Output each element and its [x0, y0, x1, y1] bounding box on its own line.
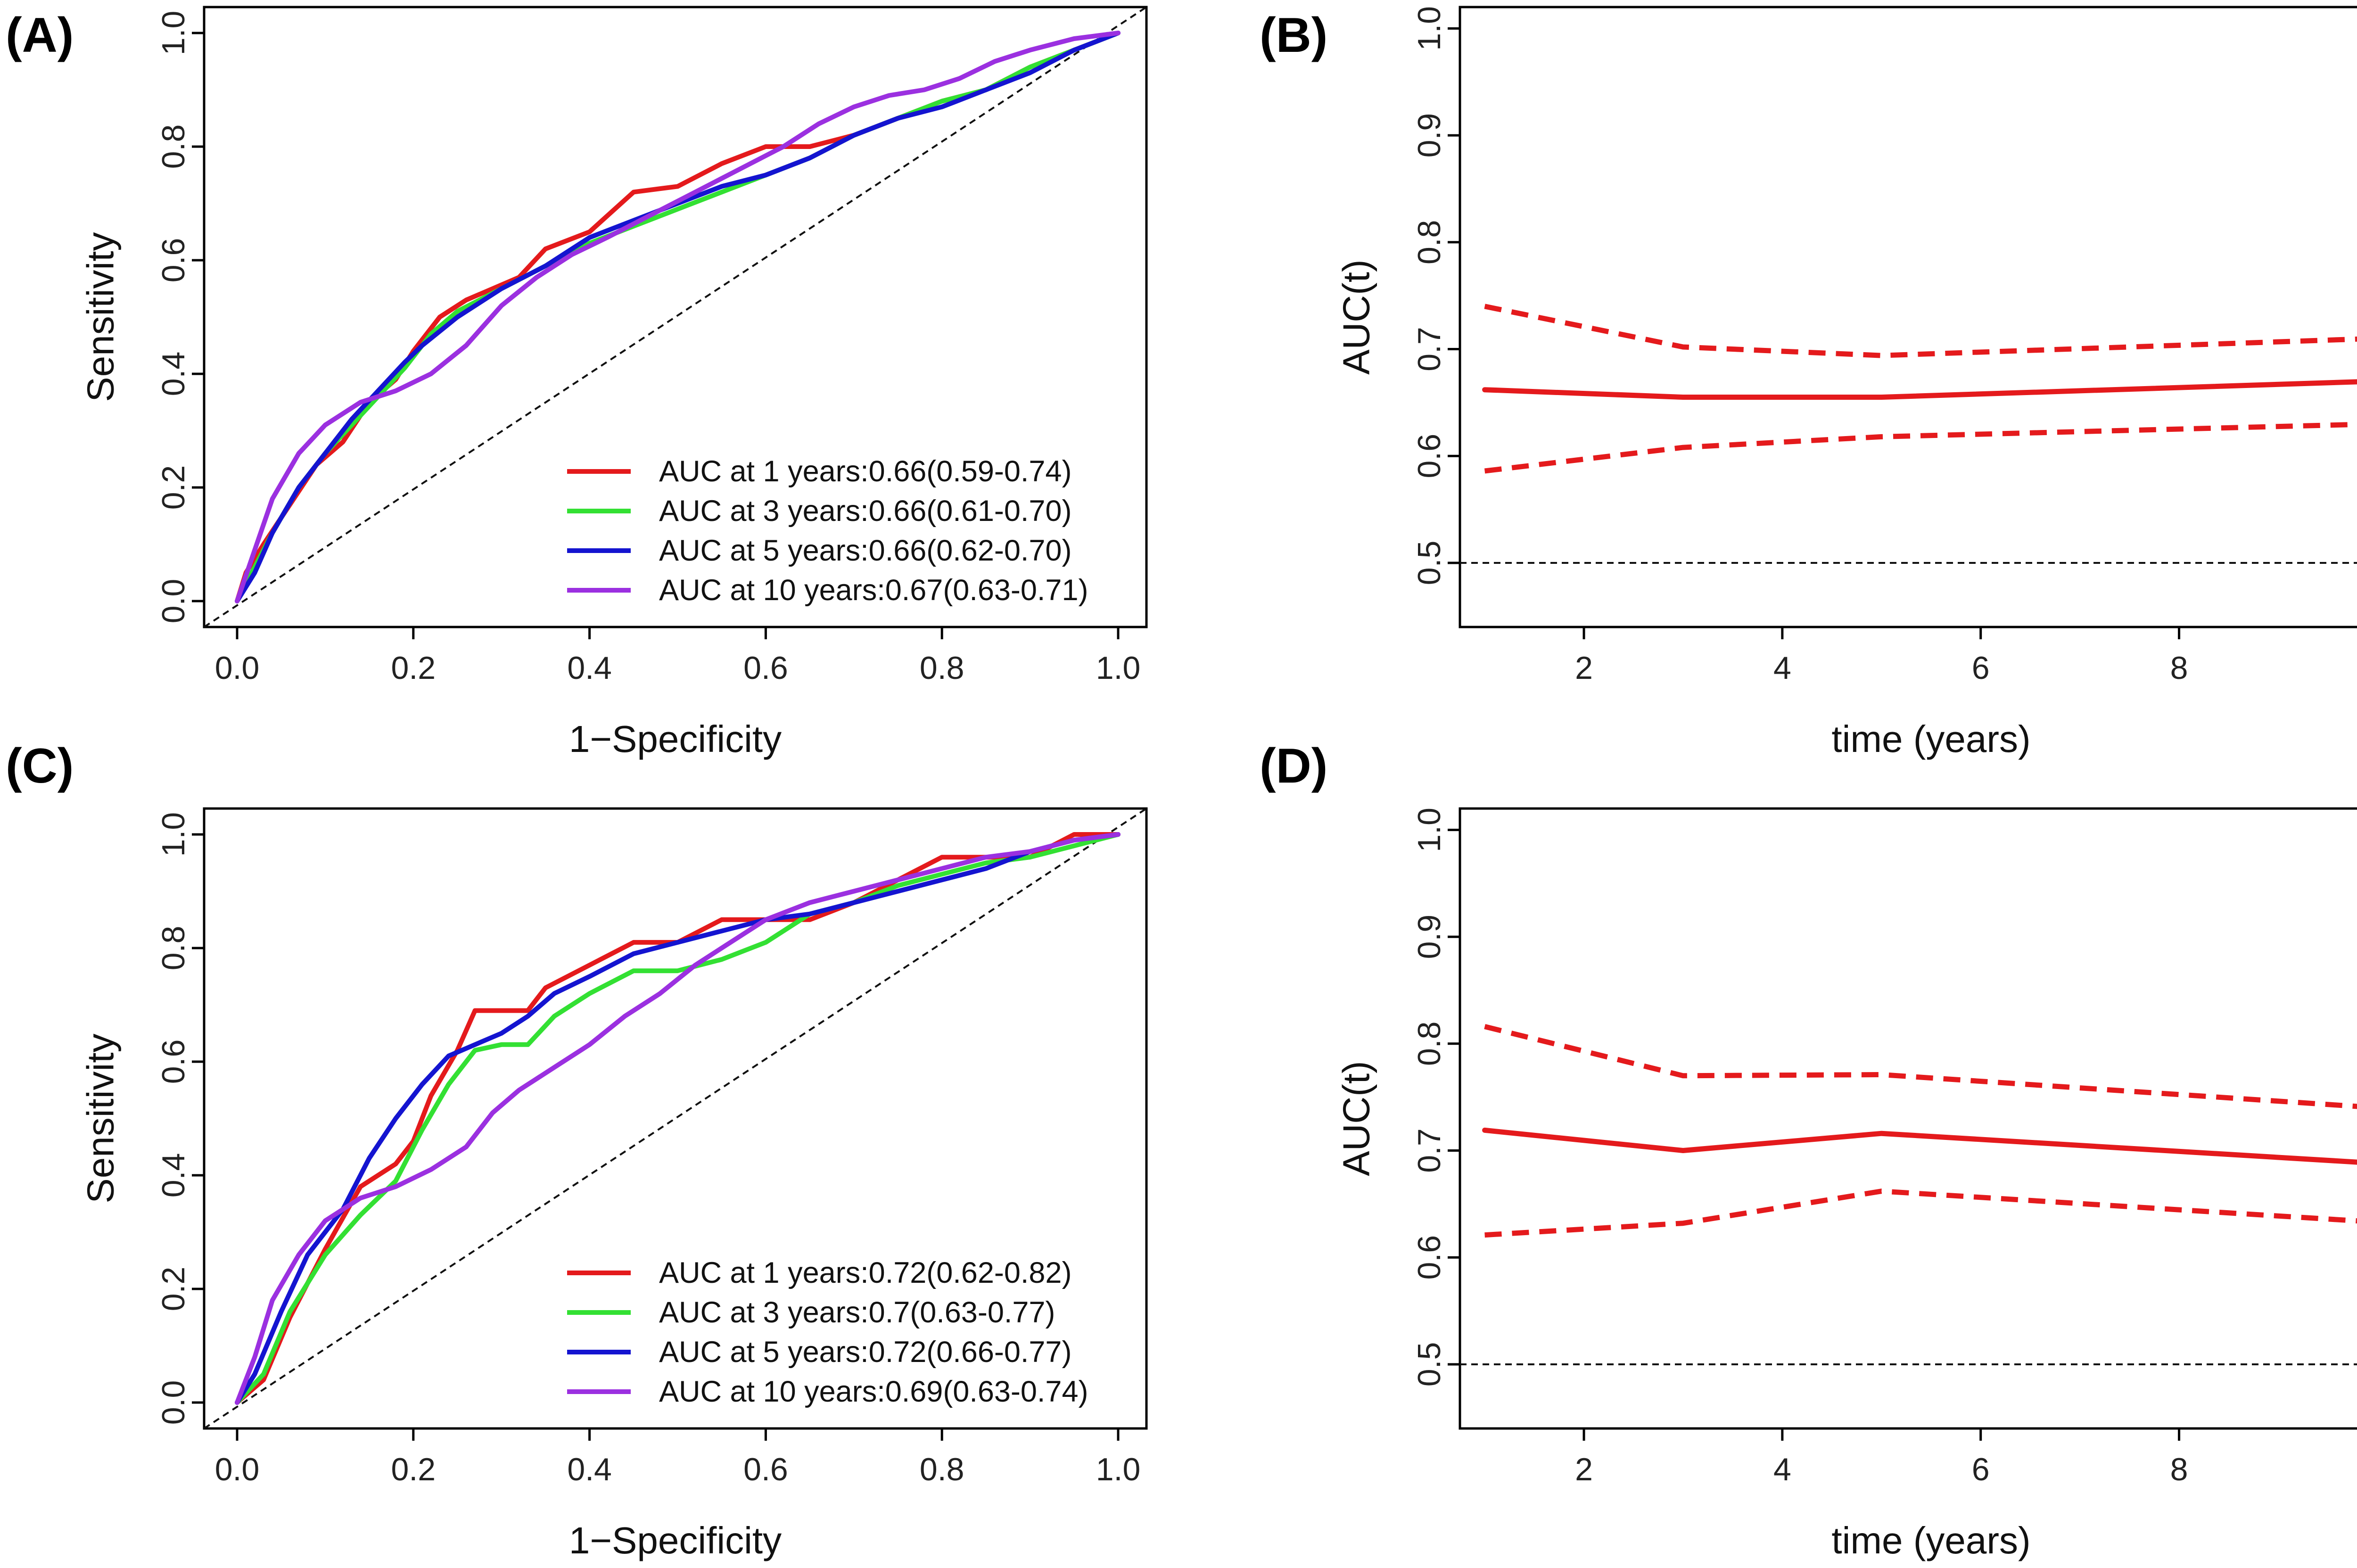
- y-tick-label: 0.6: [156, 1040, 191, 1084]
- x-axis-title: 1−Specificity: [569, 718, 782, 760]
- x-tick-label: 6: [1972, 650, 1990, 686]
- y-tick-label: 0.4: [156, 1153, 191, 1198]
- y-axis-title: Sensitivity: [80, 1033, 122, 1203]
- roc-curve-1: [235, 832, 1121, 1405]
- y-tick-label: 1.0: [156, 812, 191, 857]
- legend-entry-label: AUC at 5 years:0.72(0.66-0.77): [659, 1336, 1071, 1369]
- legend-entry-label: AUC at 1 years:0.66(0.59-0.74): [659, 455, 1071, 488]
- auc-line-dashed: [1484, 1024, 2357, 1109]
- roc-curve-2: [235, 832, 1121, 1405]
- y-tick-label: 1.0: [1411, 6, 1447, 51]
- x-tick-label: 0.8: [920, 1452, 964, 1487]
- y-tick-label: 0.8: [156, 124, 191, 169]
- legend-entry-label: AUC at 10 years:0.69(0.63-0.74): [659, 1375, 1088, 1408]
- y-axis-title: AUC(t): [1335, 259, 1377, 374]
- auc-line-dashed: [1484, 304, 2357, 358]
- panel-a: (A) 0.0 0.2 0.4 0.6 0.8 1.0 0.0 0.2 0.4 0.6 0.8 1.0 1…: [6, 6, 1148, 760]
- panel-c: (C) 0.0 0.2 0.4 0.6 0.8 1.0 0.0 0.2 0.4 0.6 0.8 1.0 1…: [6, 739, 1148, 1561]
- panel-letter: (C): [6, 739, 74, 793]
- x-tick-label: 8: [2170, 1452, 2188, 1487]
- x-tick-label: 4: [1773, 1452, 1791, 1487]
- x-tick-label: 1.0: [1096, 1452, 1141, 1487]
- x-tick-label: 0.4: [567, 1452, 612, 1487]
- y-tick-label: 1.0: [156, 11, 191, 56]
- y-tick-label: 1.0: [1411, 808, 1447, 852]
- x-tick-label: 0.2: [391, 650, 436, 686]
- plot-frame: [1459, 807, 2357, 1430]
- legend-entry-label: AUC at 10 years:0.67(0.63-0.71): [659, 574, 1088, 607]
- x-tick-label: 0.6: [743, 650, 788, 686]
- y-axis-title: AUC(t): [1335, 1061, 1377, 1176]
- y-axis-title: Sensitivity: [80, 232, 122, 402]
- reference-diagonal-line: [203, 6, 1147, 628]
- plot-frame: [203, 807, 1148, 1430]
- x-tick-label: 6: [1972, 1452, 1990, 1487]
- roc-curve-3: [235, 832, 1121, 1405]
- legend-entry-label: AUC at 5 years:0.66(0.62-0.70): [659, 534, 1071, 567]
- y-tick-label: 0.5: [1411, 541, 1447, 586]
- auc-line-dashed: [1484, 1188, 2357, 1238]
- plot-frame: [1459, 6, 2357, 628]
- y-tick-label: 0.9: [1411, 113, 1447, 158]
- y-tick-label: 0.6: [156, 238, 191, 283]
- x-tick-label: 0.0: [215, 1452, 260, 1487]
- y-tick-label: 0.8: [156, 926, 191, 971]
- x-tick-label: 2: [1575, 1452, 1593, 1487]
- y-tick-label: 0.9: [1411, 915, 1447, 959]
- roc-curve-4: [235, 832, 1121, 1405]
- reference-diagonal-line: [203, 808, 1147, 1429]
- auc-line-solid: [1482, 379, 2357, 400]
- roc-curve-3: [235, 31, 1121, 603]
- plot-frame: [203, 6, 1148, 628]
- auc-line-dashed: [1484, 421, 2357, 474]
- x-tick-label: 2: [1575, 650, 1593, 686]
- x-axis-title: time (years): [1831, 718, 2030, 760]
- y-tick-label: 0.7: [1411, 327, 1447, 371]
- x-tick-label: 0.2: [391, 1452, 436, 1487]
- y-tick-label: 0.8: [1411, 1022, 1447, 1066]
- x-tick-label: 4: [1773, 650, 1791, 686]
- x-tick-label: 1.0: [1096, 650, 1141, 686]
- y-tick-label: 0.6: [1411, 434, 1447, 479]
- y-tick-label: 0.5: [1411, 1342, 1447, 1387]
- panel-letter: (D): [1260, 739, 1327, 793]
- y-tick-label: 0.8: [1411, 220, 1447, 265]
- roc-curve-4: [235, 31, 1121, 603]
- x-tick-label: 8: [2170, 650, 2188, 686]
- legend-entry-label: AUC at 1 years:0.72(0.62-0.82): [659, 1256, 1071, 1289]
- y-tick-label: 0.2: [156, 1267, 191, 1312]
- x-tick-label: 0.4: [567, 650, 612, 686]
- y-tick-label: 0.7: [1411, 1128, 1447, 1173]
- x-axis-title: time (years): [1831, 1519, 2030, 1561]
- panel-letter: (B): [1260, 8, 1327, 63]
- y-tick-label: 0.6: [1411, 1235, 1447, 1280]
- x-axis-title: 1−Specificity: [569, 1519, 782, 1561]
- y-tick-label: 0.0: [156, 1380, 191, 1425]
- y-tick-label: 0.0: [156, 579, 191, 624]
- auc-line-solid: [1482, 1127, 2357, 1165]
- panel-letter: (A): [6, 8, 74, 63]
- y-tick-label: 0.2: [156, 465, 191, 510]
- legend-entry-label: AUC at 3 years:0.66(0.61-0.70): [659, 495, 1071, 528]
- x-tick-label: 0.8: [920, 650, 964, 686]
- legend-entry-label: AUC at 3 years:0.7(0.63-0.77): [659, 1296, 1055, 1329]
- x-tick-label: 0.0: [215, 650, 260, 686]
- y-tick-label: 0.4: [156, 352, 191, 396]
- x-tick-label: 0.6: [743, 1452, 788, 1487]
